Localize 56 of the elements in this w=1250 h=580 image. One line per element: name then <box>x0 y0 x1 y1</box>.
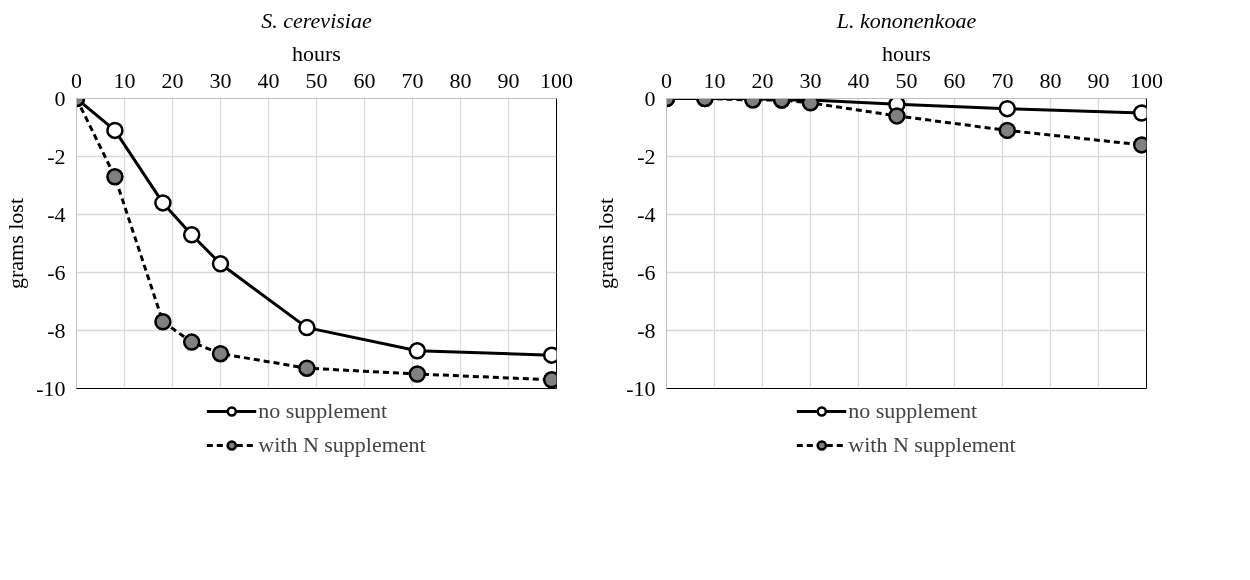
x-tick-label: 40 <box>257 67 280 93</box>
legend-label: with N supplement <box>258 432 426 458</box>
x-tick-label: 0 <box>661 67 672 93</box>
x-tick-label: 50 <box>305 67 328 93</box>
x-tick-label: 70 <box>991 67 1014 93</box>
y-tick-label: 0 <box>54 85 66 111</box>
x-tick-label: 90 <box>1087 67 1110 93</box>
point <box>298 318 316 337</box>
y-tick-label: 0 <box>644 85 656 111</box>
y-tick-label: -2 <box>637 143 656 169</box>
x-tick-label: 10 <box>113 67 136 93</box>
y-tick-label: -2 <box>47 143 66 169</box>
point <box>408 365 427 383</box>
x-tick-label: 20 <box>161 67 184 93</box>
chart-title: L. kononenkoae <box>835 7 977 33</box>
x-tick-label: 10 <box>703 67 726 93</box>
point <box>211 344 230 363</box>
y-tick-label: -8 <box>47 317 66 343</box>
chart-title: S. cerevisiae <box>261 7 372 33</box>
y-tick-label: -10 <box>36 375 66 401</box>
y-tick-label: -6 <box>47 259 66 285</box>
y-tick-label: -6 <box>637 259 656 285</box>
x-tick-label: 90 <box>497 67 520 93</box>
x-tick-label: 60 <box>353 67 376 93</box>
point <box>182 226 201 244</box>
x-tick-label: 30 <box>799 67 822 93</box>
point <box>182 333 201 351</box>
x-tick-label: 30 <box>209 67 232 93</box>
y-tick-label: -4 <box>637 201 656 227</box>
x-axis-title: hours <box>882 40 931 66</box>
legend-label: with N supplement <box>848 432 1016 458</box>
point <box>106 121 124 140</box>
x-tick-label: 100 <box>540 67 573 93</box>
y-tick-label: -8 <box>637 317 656 343</box>
point <box>408 342 427 360</box>
y-axis-title: grams lost <box>593 197 619 290</box>
x-tick-label: 60 <box>943 67 966 93</box>
legend-label: no supplement <box>848 398 978 424</box>
x-tick-label: 50 <box>895 67 918 93</box>
point <box>106 168 124 186</box>
y-tick-label: -4 <box>47 201 66 227</box>
y-tick-label: -10 <box>626 375 656 401</box>
x-axis-title: hours <box>292 40 341 66</box>
x-tick-label: 20 <box>751 67 774 93</box>
x-tick-label: 40 <box>847 67 870 93</box>
x-tick-label: 0 <box>71 67 82 93</box>
x-tick-label: 80 <box>1039 67 1062 93</box>
x-tick-label: 70 <box>401 67 424 93</box>
x-tick-label: 80 <box>449 67 472 93</box>
legend-label: no supplement <box>258 398 388 424</box>
point <box>298 359 316 377</box>
point <box>154 194 172 212</box>
point <box>211 255 230 273</box>
x-tick-label: 100 <box>1130 67 1163 93</box>
y-axis-title: grams lost <box>3 197 29 290</box>
point <box>154 313 172 331</box>
